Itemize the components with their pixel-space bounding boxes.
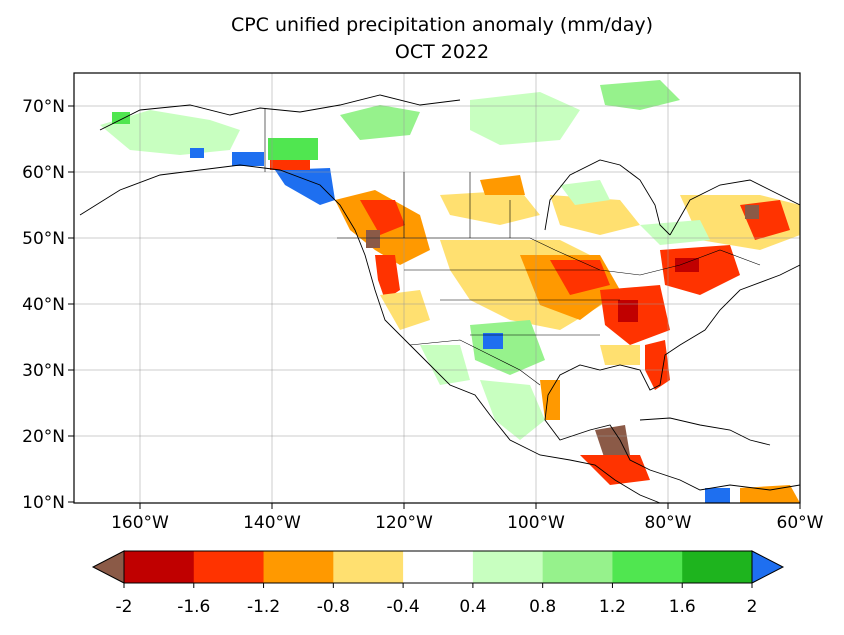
prairies-dry [440, 190, 540, 225]
mexico-wet [480, 380, 545, 440]
colorbar-ticks: -2 -1.6 -1.2 -0.8 -0.4 0.4 0.8 1.2 1.6 2 [116, 583, 758, 617]
arctic-islands-wet [600, 80, 680, 110]
lon-label-140w: 140°W [243, 513, 301, 533]
coastlines [79, 94, 801, 504]
panhandle-dry [270, 160, 310, 170]
northeast-dry [660, 245, 740, 295]
saskatchewan-dry [480, 175, 525, 195]
colorbar-tick-label: -2 [116, 597, 133, 617]
colorbar-bin [612, 551, 683, 583]
lat-label-70n: 70°N [22, 97, 65, 117]
alaska-very-wet [190, 148, 204, 158]
colorbar-bin [124, 551, 195, 583]
labrador-coastline [669, 179, 801, 236]
colorbar-bin [333, 551, 404, 583]
map-title: CPC unified precipitation anomaly (mm/da… [230, 14, 654, 36]
colorbar-tick-label: -0.4 [387, 597, 420, 617]
lon-label-60w: 60°W [777, 513, 824, 533]
lat-label-30n: 30°N [22, 361, 65, 381]
colorbar-tick-label: -1.2 [247, 597, 280, 617]
mexico-gulf-dry [540, 380, 560, 420]
colombia-very-wet [705, 488, 730, 503]
colorbar-frame [123, 550, 753, 584]
lat-label-40n: 40°N [22, 295, 65, 315]
labrador-extreme-dry [745, 205, 759, 219]
colorbar-bin [263, 551, 334, 583]
washington-extreme-dry [366, 230, 380, 248]
alaska-wet-spot [112, 112, 130, 124]
colorbar-tick-label: -0.8 [317, 597, 350, 617]
hudson-dry [550, 195, 640, 235]
new-york-extreme-dry [675, 258, 699, 272]
central-america-dry [580, 455, 650, 485]
lon-label-120w: 120°W [375, 513, 433, 533]
anomaly-field [100, 80, 800, 503]
colorbar: -2 -1.6 -1.2 -0.8 -0.4 0.4 0.8 1.2 1.6 2 [91, 550, 785, 617]
lat-label-10n: 10°N [22, 493, 65, 513]
lat-tick-marks [68, 105, 74, 503]
colorbar-tick-label: 1.2 [599, 597, 626, 617]
colorbar-bin [193, 551, 265, 583]
california-dry [380, 290, 430, 330]
colorbar-tick-label: 1.6 [669, 597, 696, 617]
colorbar-bin [403, 551, 474, 583]
political-borders [264, 108, 761, 386]
map-subtitle-month: OCT 2022 [394, 41, 490, 63]
arizona-very-wet [483, 333, 503, 349]
atlantic-gulf-coastline [544, 264, 801, 491]
lon-label-100w: 100°W [507, 513, 565, 533]
caribbean-islands [639, 417, 771, 446]
pacific-coastline [79, 164, 661, 504]
alaska-wet-area [100, 110, 240, 155]
lat-label-60n: 60°N [22, 163, 65, 183]
southeast-dry [600, 345, 640, 365]
oregon-dry [375, 255, 400, 300]
colorbar-over-arrow [751, 550, 785, 584]
lon-tick-marks [139, 503, 801, 509]
bc-very-dry [360, 200, 405, 235]
colorbar-tick-label: 0.4 [459, 597, 486, 617]
midwest-very-dry [550, 260, 610, 295]
ontario-wet [640, 220, 710, 245]
us-canada-border [337, 237, 761, 276]
baja-wet [420, 345, 470, 385]
lat-label-20n: 20°N [22, 427, 65, 447]
lat-label-50n: 50°N [22, 229, 65, 249]
venezuela-dry [740, 485, 800, 503]
colorbar-bins [124, 551, 753, 583]
colorbar-tick-label: -1.6 [177, 597, 210, 617]
yucatan-extreme-dry [595, 425, 630, 460]
ohio-extreme-dry [618, 300, 638, 322]
canada-nw-wet [268, 138, 318, 160]
bc-coast-very-wet [275, 168, 335, 205]
florida-dry [645, 340, 670, 390]
lat-tick-labels: 70°N 60°N 50°N 40°N 30°N 20°N 10°N [22, 97, 65, 513]
colorbar-bin [472, 551, 544, 583]
lon-tick-labels: 160°W 140°W 120°W 100°W 80°W 60°W [111, 513, 824, 533]
map-frame [73, 72, 801, 504]
lon-label-160w: 160°W [111, 513, 169, 533]
colorbar-under-arrow [91, 550, 125, 584]
hudson-bay-coastline [544, 159, 671, 236]
nunavut-wet-area [470, 92, 580, 145]
colorbar-bin [542, 551, 613, 583]
colorbar-tick-label: 2 [747, 597, 758, 617]
colorbar-tick-label: 0.8 [529, 597, 556, 617]
yukon-very-wet [232, 152, 264, 166]
us-mexico-border [409, 339, 541, 386]
arctic-coastline [99, 94, 461, 131]
lon-label-80w: 80°W [645, 513, 692, 533]
arctic-wet-area [340, 105, 420, 140]
colorbar-bin [682, 551, 753, 583]
hudson-wet [560, 180, 610, 205]
